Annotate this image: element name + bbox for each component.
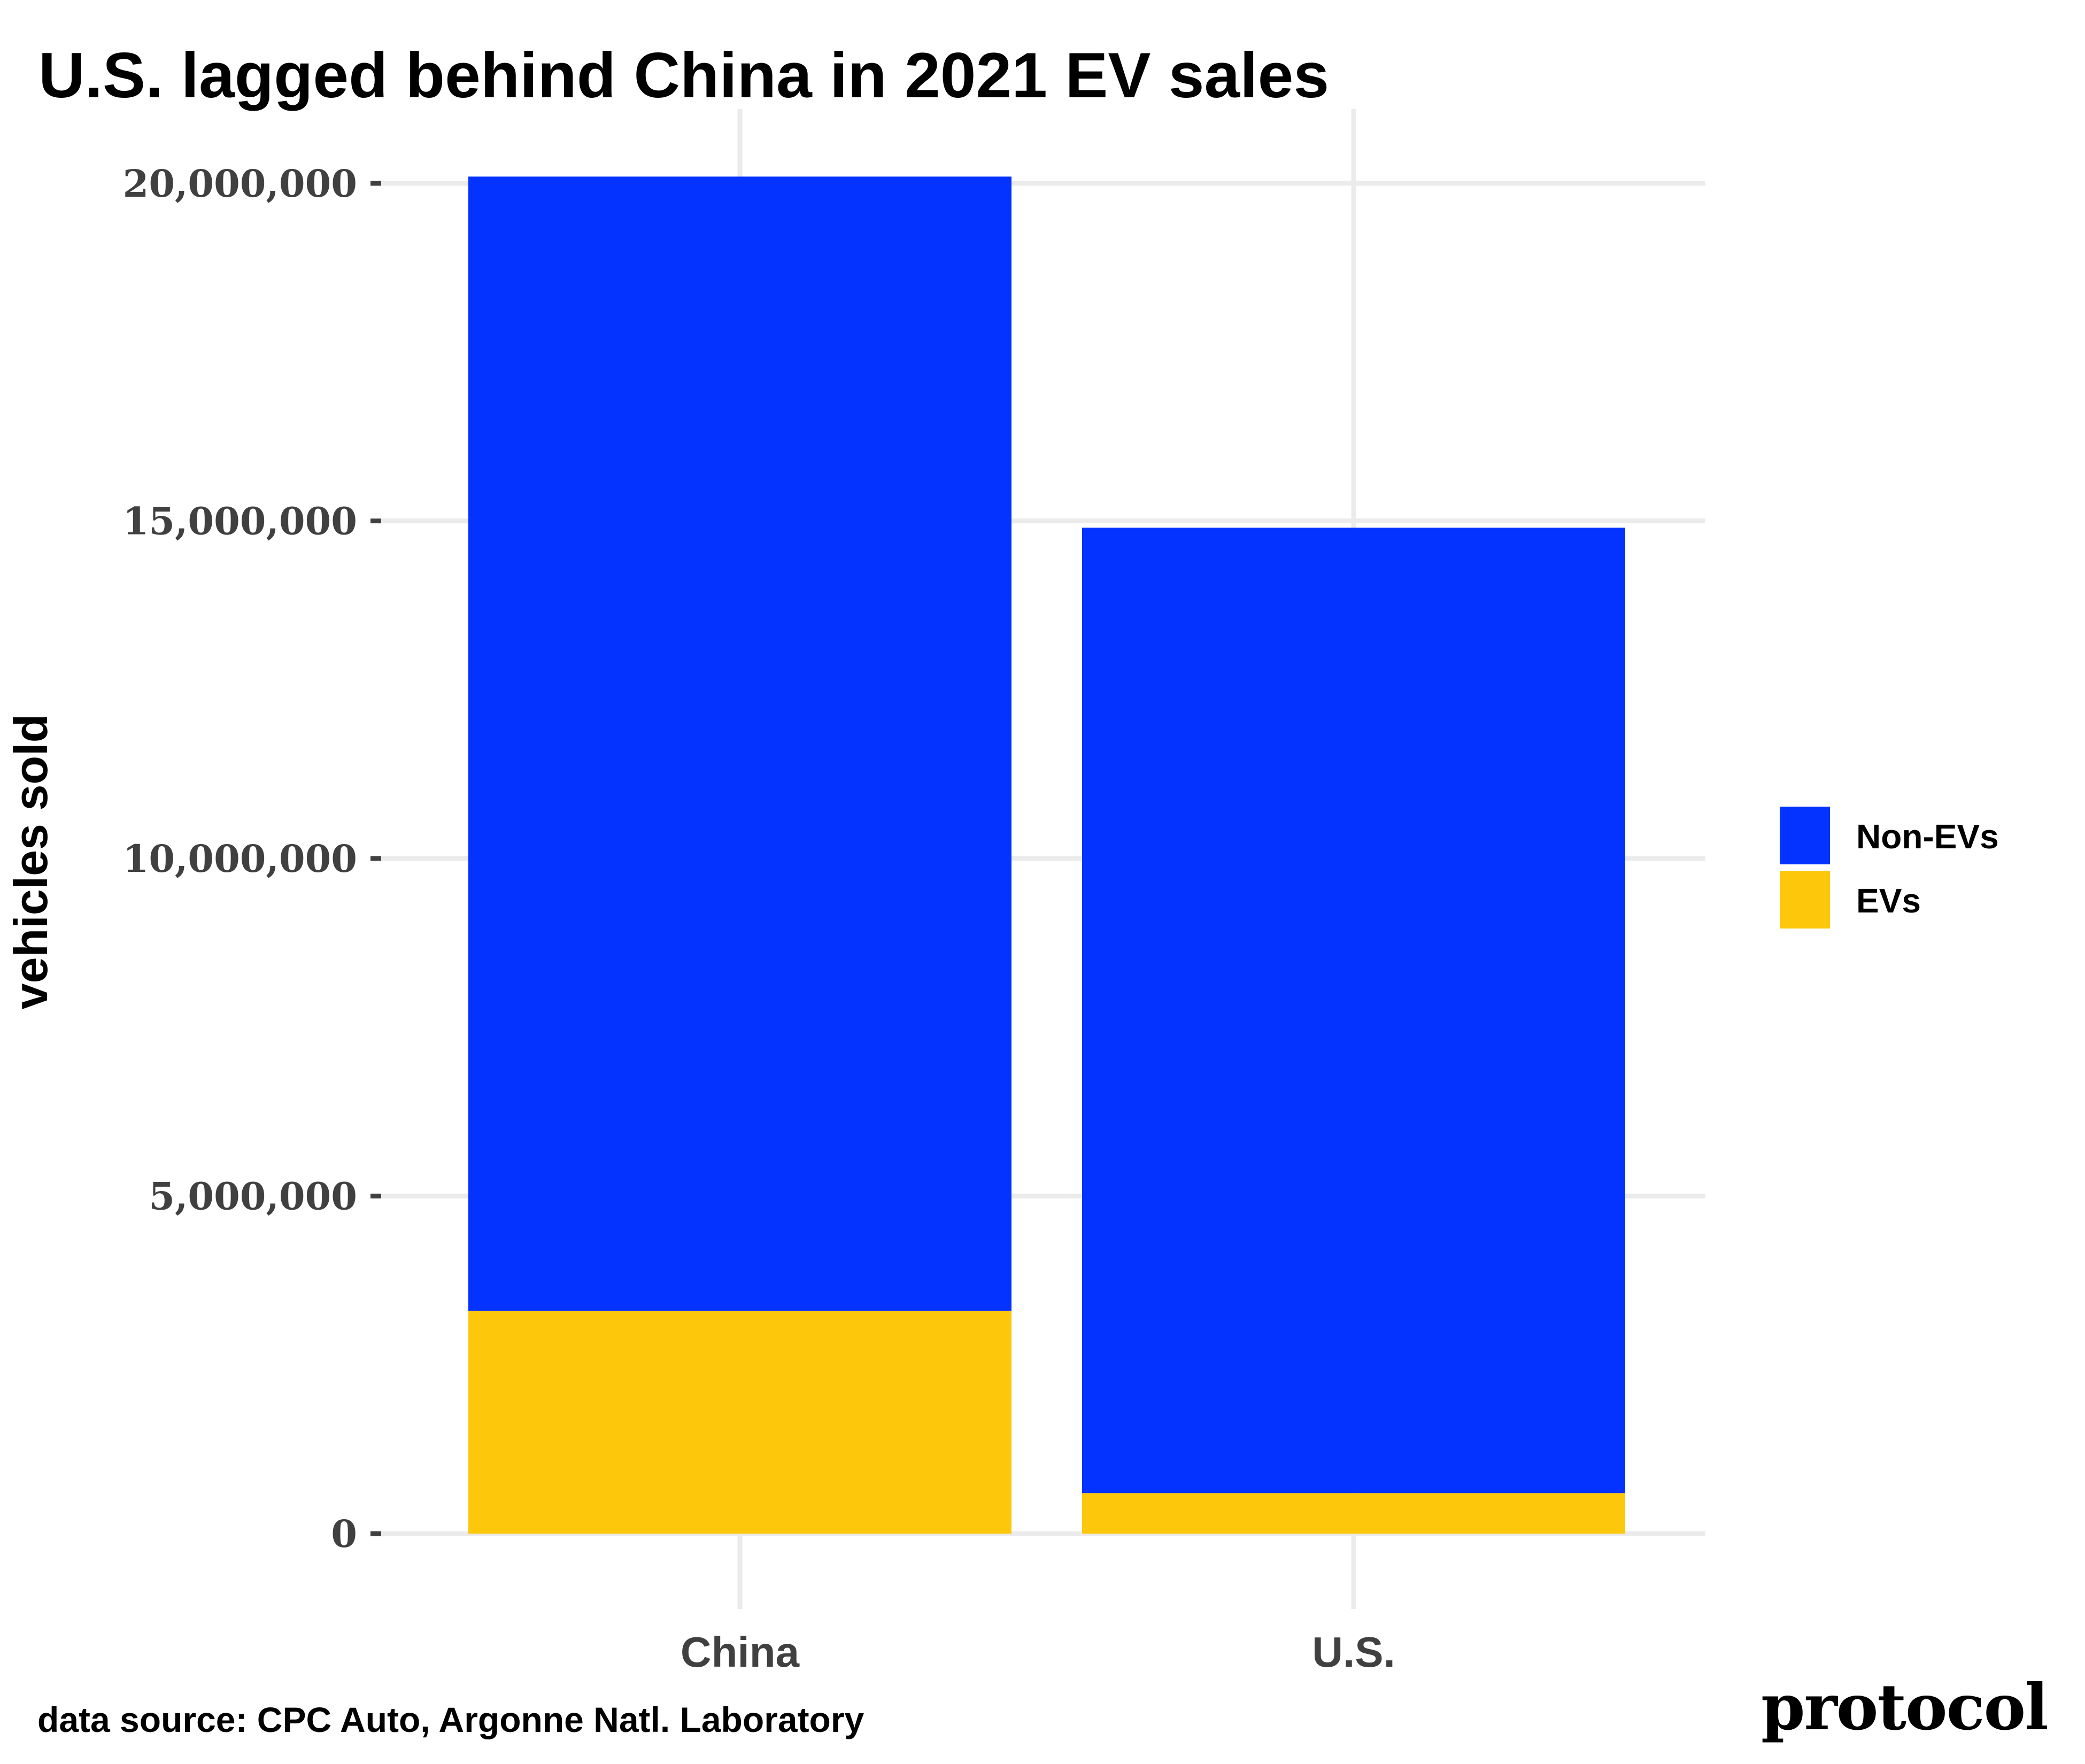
bar-non-evs-us <box>1082 528 1625 1494</box>
chart-title: U.S. lagged behind China in 2021 EV sale… <box>38 40 1329 111</box>
bar-evs-china <box>468 1311 1011 1534</box>
legend-key-evs <box>1780 871 1830 929</box>
y-tick-label: 0 <box>331 1512 357 1556</box>
bar-evs-us <box>1082 1493 1625 1534</box>
y-axis-label: vehicles sold <box>4 714 57 1010</box>
x-axis: China U.S. <box>681 1628 1395 1676</box>
protocol-logo: protocol <box>1761 1670 2048 1744</box>
x-tick-label: China <box>681 1628 800 1676</box>
legend: Non-EVs EVs <box>1780 807 1999 929</box>
x-tick-label: U.S. <box>1312 1628 1395 1676</box>
legend-label: Non-EVs <box>1856 817 1999 856</box>
legend-key-non-evs <box>1780 807 1830 864</box>
y-tick-label: 5,000,000 <box>149 1174 357 1219</box>
data-source-caption: data source: CPC Auto, Argonne Natl. Lab… <box>37 1700 864 1739</box>
bars <box>468 176 1625 1534</box>
bar-non-evs-china <box>468 176 1011 1311</box>
y-tick-label: 10,000,000 <box>123 837 357 881</box>
y-tick-label: 20,000,000 <box>123 161 357 206</box>
y-tick-label: 15,000,000 <box>123 499 357 544</box>
y-axis: 0 5,000,000 10,000,000 15,000,000 20,000,000 <box>123 161 381 1556</box>
legend-label: EVs <box>1856 881 1921 920</box>
